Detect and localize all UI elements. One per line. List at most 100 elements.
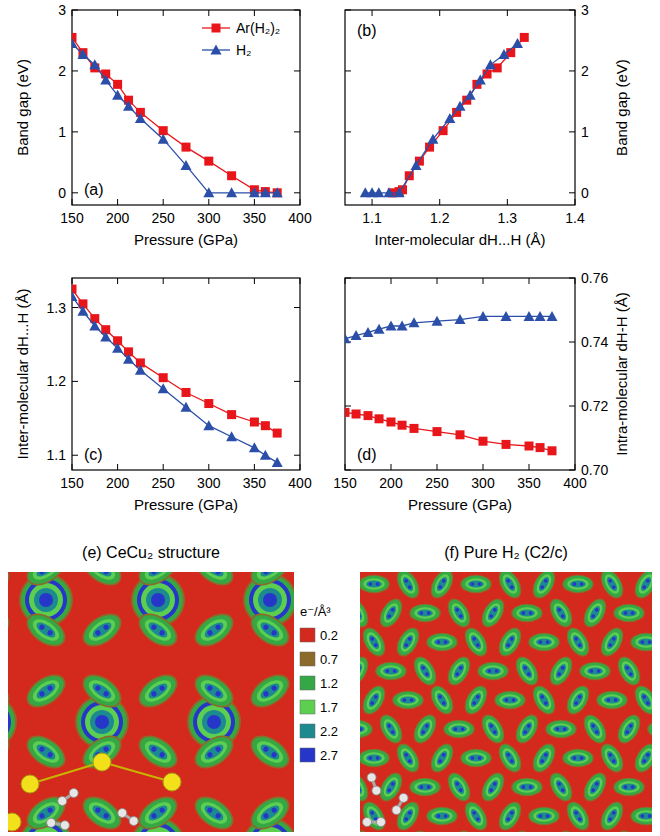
x-tick <box>529 278 530 284</box>
contour <box>605 575 619 592</box>
x-axis-title: Pressure (GPa) <box>408 496 512 513</box>
h2-density <box>189 790 240 832</box>
marker-triangle <box>465 90 476 100</box>
contour <box>630 807 652 826</box>
contour <box>432 688 453 712</box>
contour <box>547 721 576 738</box>
marker-square <box>261 421 270 430</box>
h2-density <box>528 633 560 652</box>
contour <box>360 654 371 687</box>
contour <box>636 746 652 770</box>
x-tick <box>163 10 164 16</box>
marker-square <box>479 437 488 446</box>
contour <box>647 653 652 690</box>
h2-density <box>460 682 492 719</box>
contour <box>500 572 521 596</box>
contour <box>360 575 390 594</box>
contour <box>375 662 407 681</box>
ar-contour <box>34 588 58 612</box>
x-tick-label: 300 <box>197 210 221 226</box>
ar-contour <box>151 593 165 607</box>
contour <box>494 624 526 661</box>
contour <box>197 615 231 645</box>
contour <box>571 691 585 708</box>
contour <box>625 730 630 735</box>
h2-density <box>528 740 560 777</box>
contour <box>477 662 509 681</box>
contour <box>443 769 475 806</box>
contour <box>482 665 504 677</box>
h2-density <box>579 769 611 806</box>
contour <box>445 654 474 687</box>
contour <box>79 670 125 712</box>
contour <box>420 611 424 615</box>
contour <box>443 595 475 632</box>
contour <box>370 636 375 641</box>
marker-square <box>398 421 407 430</box>
contour <box>401 575 415 592</box>
contour <box>90 572 114 579</box>
y-tick-label: 0 <box>581 185 589 201</box>
h2-density <box>477 769 509 806</box>
contour <box>475 817 480 822</box>
h2-density <box>426 807 458 826</box>
marker-triangle <box>77 49 88 59</box>
contour <box>564 750 593 767</box>
contour <box>466 688 487 712</box>
contour <box>146 803 170 824</box>
contour <box>392 691 424 710</box>
x-tick <box>391 278 392 284</box>
contour <box>540 694 545 699</box>
series-line <box>345 316 552 338</box>
y-axis-title: Band gap (eV) <box>613 59 630 156</box>
ar-contour <box>146 588 170 612</box>
contour <box>529 785 533 789</box>
y-tick <box>294 455 300 456</box>
contour <box>397 694 419 706</box>
x-tick-label: 150 <box>333 475 357 491</box>
h2-density <box>477 711 509 748</box>
contour <box>615 828 644 832</box>
h2-density <box>630 633 652 652</box>
contour <box>551 659 572 683</box>
contour <box>360 750 388 767</box>
contour <box>486 778 500 795</box>
h2-density <box>392 691 424 710</box>
contour <box>645 701 650 706</box>
marker-triangle <box>485 59 496 69</box>
contour <box>369 756 373 760</box>
contour <box>509 759 514 764</box>
contour <box>547 828 576 832</box>
h-atom <box>371 785 383 797</box>
contour <box>639 575 652 592</box>
marker-triangle <box>444 113 455 123</box>
contour <box>23 609 69 651</box>
contour <box>452 778 466 795</box>
contour <box>135 572 181 590</box>
ar-contour <box>85 705 119 739</box>
contour <box>150 812 157 819</box>
colorbar-label: 1.7 <box>320 700 338 715</box>
contour <box>364 688 385 712</box>
contour <box>511 827 543 832</box>
contour <box>506 752 511 757</box>
ar-atom <box>8 813 21 831</box>
contour <box>400 696 416 703</box>
contour <box>387 614 392 619</box>
h2-density <box>360 827 373 832</box>
panel: 1502002503003504000123Pressure (GPa)Band… <box>14 2 312 248</box>
contour <box>477 711 509 748</box>
contour <box>557 672 562 677</box>
x-tick-label: 350 <box>517 475 541 491</box>
y-tick <box>569 406 575 407</box>
contour <box>202 803 226 824</box>
contour <box>38 812 45 819</box>
h2-molecule <box>56 787 80 808</box>
h2-density <box>647 720 652 739</box>
marker-triangle <box>249 442 260 452</box>
contour <box>479 596 508 629</box>
contour <box>102 812 109 819</box>
contour <box>645 752 650 757</box>
contour <box>409 604 441 623</box>
contour <box>431 810 453 822</box>
